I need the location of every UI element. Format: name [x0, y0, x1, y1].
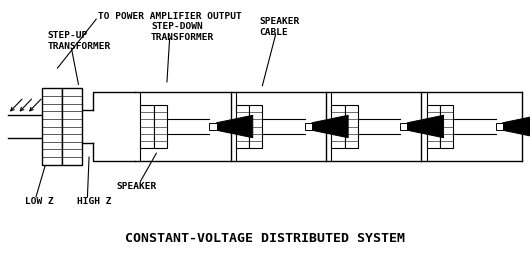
Bar: [209, 123, 217, 131]
Bar: [496, 123, 503, 131]
Text: HIGH Z: HIGH Z: [77, 196, 111, 205]
Text: LOW Z: LOW Z: [25, 196, 54, 205]
Bar: [140, 105, 154, 149]
Text: TO POWER AMPLIFIER OUTPUT: TO POWER AMPLIFIER OUTPUT: [98, 12, 242, 21]
Polygon shape: [408, 116, 444, 138]
Bar: [305, 123, 312, 131]
Bar: [236, 105, 249, 149]
Polygon shape: [217, 116, 253, 138]
Bar: [249, 105, 262, 149]
Polygon shape: [503, 116, 530, 138]
Bar: [400, 123, 408, 131]
Bar: [62, 89, 82, 165]
Text: STEP-DOWN
TRANSFORMER: STEP-DOWN TRANSFORMER: [151, 22, 214, 42]
Text: CONSTANT-VOLTAGE DISTRIBUTED SYSTEM: CONSTANT-VOLTAGE DISTRIBUTED SYSTEM: [125, 231, 405, 244]
Bar: [42, 89, 62, 165]
Bar: [427, 105, 440, 149]
Polygon shape: [312, 116, 348, 138]
Text: SPEAKER
CABLE: SPEAKER CABLE: [260, 17, 300, 37]
Bar: [440, 105, 453, 149]
Bar: [154, 105, 167, 149]
Text: STEP-UP
TRANSFORMER: STEP-UP TRANSFORMER: [48, 31, 111, 51]
Text: SPEAKER: SPEAKER: [117, 181, 157, 190]
Bar: [331, 105, 344, 149]
Bar: [344, 105, 358, 149]
